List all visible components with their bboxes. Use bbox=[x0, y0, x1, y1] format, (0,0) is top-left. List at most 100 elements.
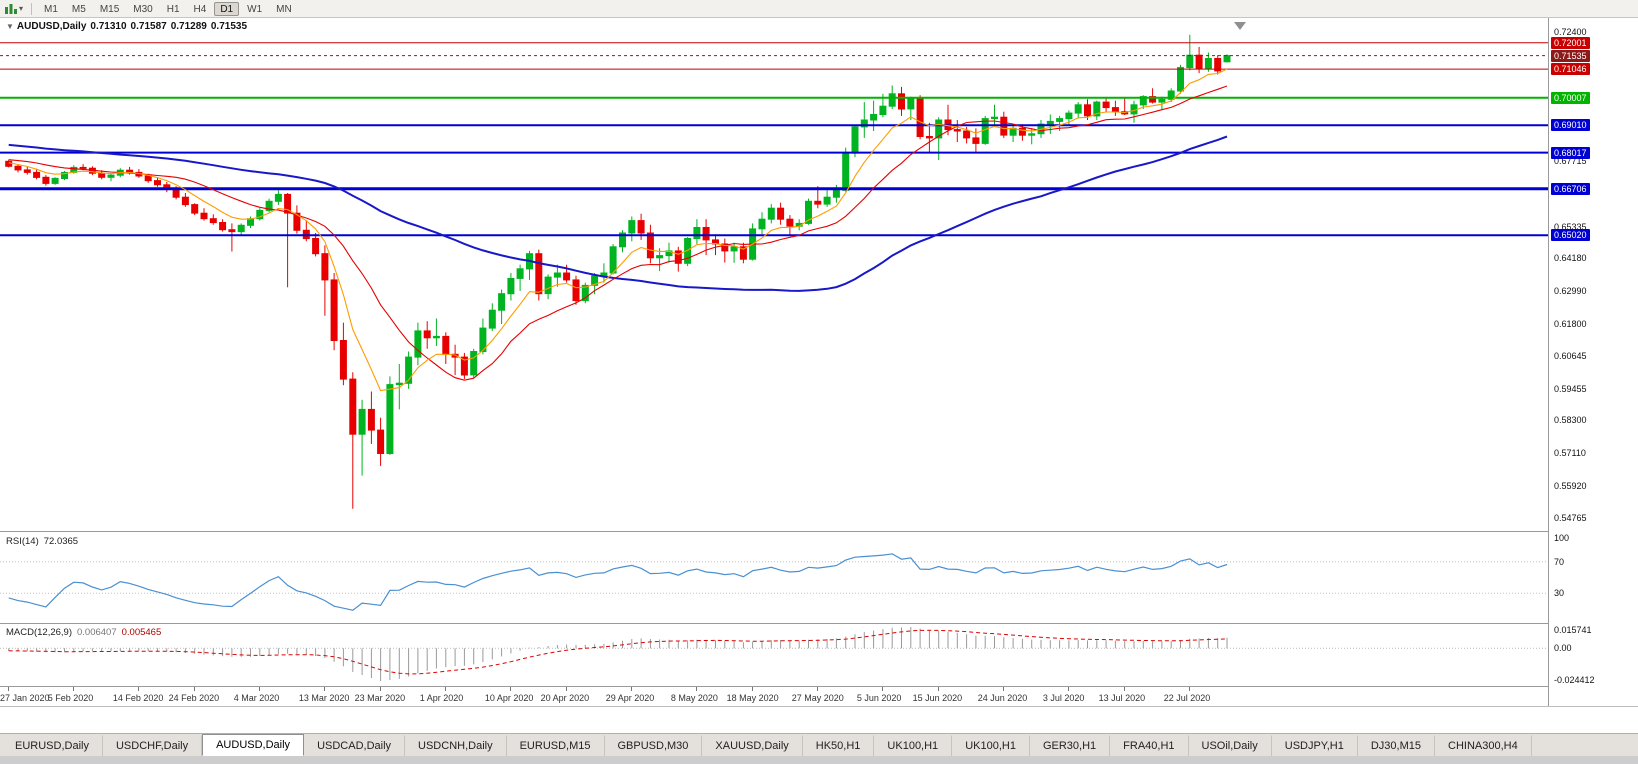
candle bbox=[898, 93, 905, 110]
price-tick: 0.54765 bbox=[1554, 512, 1587, 523]
date-label: 22 Jul 2020 bbox=[1163, 693, 1211, 703]
moving-average-fast bbox=[8, 68, 1228, 392]
candle bbox=[1139, 96, 1147, 106]
bar-chart-glyph bbox=[5, 3, 17, 14]
macd-signal-value: 0.005465 bbox=[121, 627, 162, 638]
timeframe-button-d1[interactable]: D1 bbox=[214, 1, 240, 16]
timeframe-button-w1[interactable]: W1 bbox=[247, 3, 263, 15]
time-tick-mark bbox=[259, 687, 261, 691]
candle bbox=[628, 220, 636, 234]
timeframe-button-m5[interactable]: M5 bbox=[71, 3, 86, 15]
collapse-arrow-icon[interactable]: ▼ bbox=[6, 22, 14, 31]
time-tick-mark bbox=[445, 687, 447, 691]
candle bbox=[563, 272, 571, 281]
candle bbox=[851, 126, 859, 154]
symbol-period-label: AUDUSD,Daily bbox=[16, 21, 87, 32]
date-label: 13 Jul 2020 bbox=[1098, 693, 1146, 703]
date-label: 23 Mar 2020 bbox=[354, 693, 406, 703]
timeframe-button-m15[interactable]: M15 bbox=[99, 3, 120, 15]
candle bbox=[405, 356, 413, 384]
rsi-chart[interactable] bbox=[0, 532, 1548, 623]
price-level-badge: 0.71046 bbox=[1551, 63, 1590, 76]
chart-shift-marker bbox=[1234, 22, 1246, 30]
candle bbox=[144, 175, 152, 182]
chart-tab-xauusd-daily[interactable]: XAUUSD,Daily bbox=[702, 735, 803, 756]
chart-tab-usdcnh-daily[interactable]: USDCNH,Daily bbox=[405, 735, 507, 756]
chart-tab-usdcad-daily[interactable]: USDCAD,Daily bbox=[304, 735, 406, 756]
candle bbox=[284, 193, 292, 214]
chart-tab-audusd-daily[interactable]: AUDUSD,Daily bbox=[202, 734, 305, 756]
candle bbox=[14, 165, 22, 171]
price-axis[interactable]: 0.72400 0.67715 0.65335 0.64180 0.62990 0.618… bbox=[1548, 18, 1638, 706]
candle bbox=[777, 207, 785, 220]
price-tick: 0.58300 bbox=[1554, 415, 1587, 426]
candle bbox=[507, 278, 515, 295]
candle bbox=[516, 268, 524, 279]
chart-tab-dj30-m15[interactable]: DJ30,M15 bbox=[1357, 735, 1435, 756]
chart-tabs-bar: EURUSD,Daily USDCHF,Daily AUDUSD,Daily USDC… bbox=[0, 733, 1638, 756]
candle bbox=[460, 356, 468, 376]
candle bbox=[1214, 58, 1222, 72]
timeframe-button-mn[interactable]: MN bbox=[276, 3, 292, 15]
chart-tab-gbpusd-m30[interactable]: GBPUSD,M30 bbox=[604, 735, 703, 756]
candle bbox=[1093, 101, 1101, 117]
date-label: 20 Apr 2020 bbox=[540, 693, 590, 703]
time-tick-mark bbox=[696, 687, 698, 691]
price-tick: 0.57110 bbox=[1554, 448, 1586, 459]
chart-tab-ger30-h1[interactable]: GER30,H1 bbox=[1029, 735, 1111, 756]
price-chart[interactable] bbox=[0, 18, 1548, 531]
chart-tab-hk50-h1[interactable]: HK50,H1 bbox=[802, 735, 875, 756]
candle bbox=[1074, 104, 1082, 114]
candle bbox=[488, 309, 496, 329]
candle bbox=[823, 196, 831, 205]
candle bbox=[154, 180, 161, 186]
candle bbox=[963, 130, 971, 139]
timeframe-button-h1[interactable]: H1 bbox=[166, 3, 180, 15]
candle bbox=[674, 250, 682, 264]
candle bbox=[730, 246, 738, 252]
candle bbox=[907, 97, 915, 110]
candle bbox=[470, 351, 478, 376]
candle bbox=[432, 335, 440, 339]
chart-tab-eurusd-daily[interactable]: EURUSD,Daily bbox=[2, 735, 103, 756]
date-label: 8 May 2020 bbox=[670, 693, 718, 703]
time-axis-line bbox=[0, 686, 1638, 687]
candle bbox=[1056, 118, 1064, 122]
candle bbox=[339, 340, 347, 380]
date-label: 10 Apr 2020 bbox=[484, 693, 534, 703]
timeframe-button-m30[interactable]: M30 bbox=[133, 3, 153, 15]
candle bbox=[1102, 101, 1110, 109]
candle bbox=[553, 272, 561, 278]
panel-separator[interactable] bbox=[0, 623, 1638, 624]
candle bbox=[293, 212, 301, 231]
candle bbox=[442, 335, 450, 355]
timeframe-button-m1[interactable]: M1 bbox=[44, 3, 58, 15]
chart-tab-usdchf-daily[interactable]: USDCHF,Daily bbox=[102, 735, 203, 756]
price-tick: 0.60645 bbox=[1554, 350, 1587, 361]
chart-tab-eurusd-m15[interactable]: EURUSD,M15 bbox=[506, 735, 605, 756]
macd-chart[interactable] bbox=[0, 624, 1548, 686]
time-tick-mark bbox=[324, 687, 326, 691]
panel-separator[interactable] bbox=[0, 531, 1638, 532]
candle bbox=[451, 353, 459, 358]
chart-tab-china300-h4[interactable]: CHINA300,H4 bbox=[1435, 735, 1532, 756]
time-tick-mark bbox=[566, 687, 568, 691]
price-level-badge: 0.66706 bbox=[1551, 182, 1590, 195]
chart-tab-usoil-daily[interactable]: USOil,Daily bbox=[1188, 735, 1272, 756]
candle bbox=[544, 276, 552, 295]
rsi-axis-label: 30 bbox=[1554, 588, 1565, 599]
rsi-name: RSI(14) bbox=[6, 536, 39, 547]
time-tick-mark bbox=[1189, 687, 1191, 691]
chart-tab-uk100-h1[interactable]: UK100,H1 bbox=[874, 735, 953, 756]
chart-tab-fra40-h1[interactable]: FRA40,H1 bbox=[1110, 735, 1189, 756]
timeframe-button-h4[interactable]: H4 bbox=[193, 3, 207, 15]
chart-title: ▼ AUDUSD,Daily 0.71310 0.71587 0.71289 0.7153… bbox=[6, 21, 251, 32]
chart-type-icon[interactable]: ▾ bbox=[4, 3, 23, 15]
chart-tab-usdjpy-h1[interactable]: USDJPY,H1 bbox=[1271, 735, 1358, 756]
candle bbox=[181, 196, 189, 206]
chart-tab-uk100-h1[interactable]: UK100,H1 bbox=[952, 735, 1030, 756]
candle bbox=[814, 200, 822, 205]
moving-average-mid bbox=[8, 85, 1228, 381]
time-axis[interactable]: 27 Jan 2020 5 Feb 2020 14 Feb 2020 24 Feb 2… bbox=[0, 687, 1548, 706]
